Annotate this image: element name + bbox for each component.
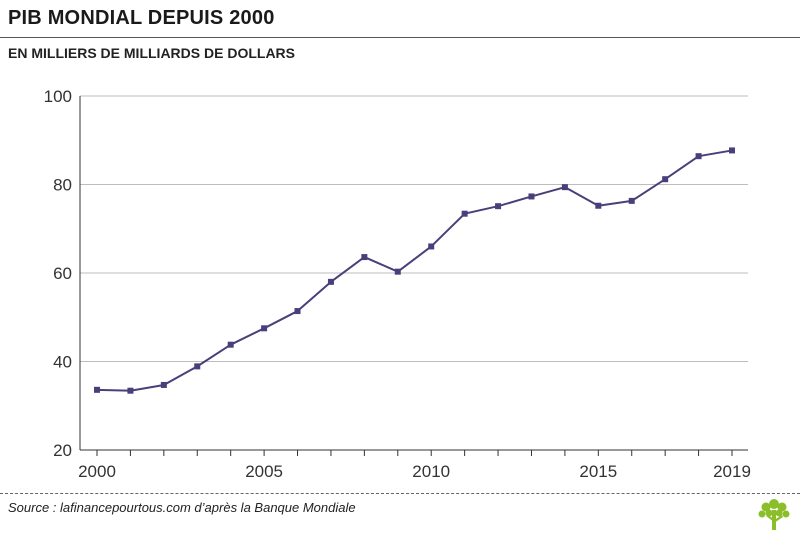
y-tick-label: 80: [53, 176, 72, 195]
y-tick-label: 60: [53, 264, 72, 283]
data-point: [294, 308, 301, 315]
data-point: [461, 210, 468, 217]
axes: [79, 96, 748, 456]
data-point: [94, 386, 100, 393]
data-point: [662, 176, 669, 183]
series-gdp: [94, 147, 735, 394]
grid-lines: [80, 95, 748, 362]
x-tick-label: 2019: [713, 462, 751, 481]
x-tick-label: 2000: [78, 462, 116, 481]
x-tick-label: 2015: [579, 462, 617, 481]
series-line: [96, 149, 733, 392]
y-tick-labels: 20 40 60 80 100: [44, 87, 72, 460]
source-note: Source : lafinancepourtous.com d’après l…: [8, 500, 356, 515]
x-tick-labels: 2000 2005 2010 2015 2019: [78, 462, 751, 481]
data-point: [729, 147, 735, 154]
y-tick-label: 100: [44, 87, 72, 106]
data-point: [628, 197, 635, 204]
data-point: [194, 363, 201, 370]
x-tick-label: 2005: [245, 462, 283, 481]
data-point: [428, 243, 435, 250]
chart-subtitle: EN MILLIERS DE MILLIARDS DE DOLLARS: [8, 45, 295, 61]
footer-divider: [0, 493, 800, 494]
title-divider: [0, 37, 800, 38]
data-point: [160, 381, 167, 388]
data-point: [394, 268, 401, 275]
data-point: [127, 387, 134, 394]
tree-logo-icon: [758, 499, 790, 530]
data-point: [528, 193, 535, 200]
data-point: [227, 341, 234, 348]
chart-title: PIB MONDIAL DEPUIS 2000: [8, 7, 275, 29]
x-tick-label: 2010: [412, 462, 450, 481]
data-point: [695, 153, 702, 160]
data-point: [261, 325, 268, 332]
data-point: [495, 203, 502, 210]
data-point: [595, 202, 602, 209]
y-tick-label: 20: [53, 441, 72, 460]
data-point: [561, 184, 568, 191]
y-tick-label: 40: [53, 353, 72, 372]
data-point: [327, 278, 334, 285]
data-point: [361, 254, 368, 261]
